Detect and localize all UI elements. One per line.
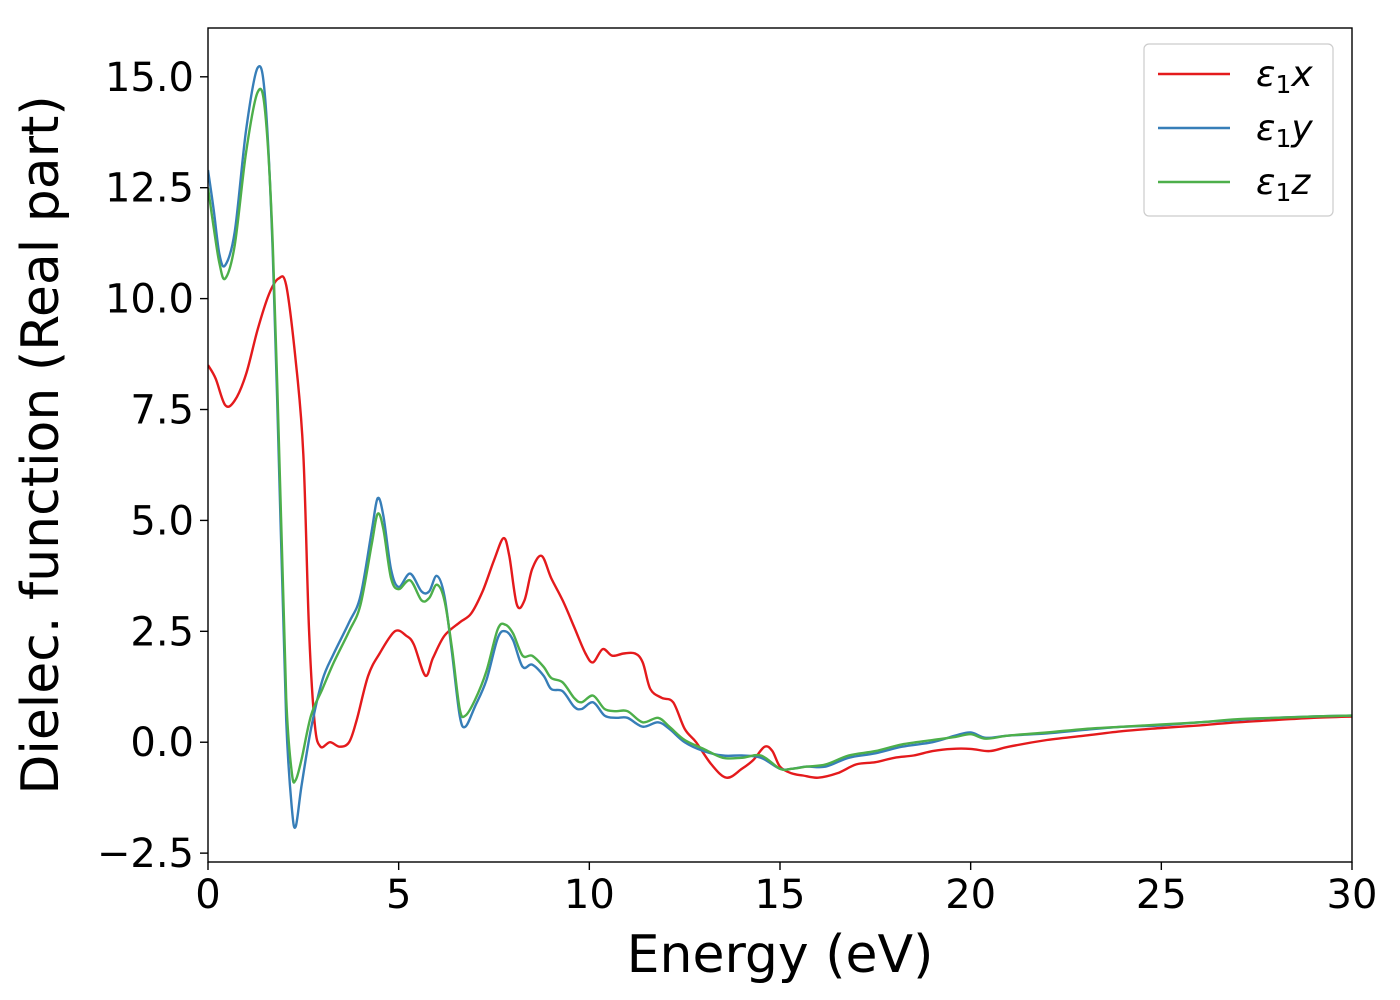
x-tick-label: 15 <box>755 872 806 918</box>
legend-axis: y <box>1290 108 1313 149</box>
series-line-0 <box>208 275 1352 779</box>
legend-label: ε1y <box>1256 108 1313 153</box>
legend-subscript: 1 <box>1275 70 1291 99</box>
legend-symbol: ε <box>1256 162 1275 203</box>
x-axis: 0 5 10 15 20 25 30 <box>195 862 1377 918</box>
legend-label: ε1z <box>1256 162 1311 207</box>
y-axis-title: Dielec. function (Real part) <box>11 95 71 794</box>
x-tick-label: 30 <box>1327 872 1378 918</box>
x-axis-title: Energy (eV) <box>627 925 934 985</box>
y-tick-label: 12.5 <box>105 166 194 212</box>
x-tick-label: 10 <box>564 872 615 918</box>
legend-symbol: ε <box>1256 54 1275 95</box>
series-line-1 <box>208 65 1352 829</box>
x-tick-label: 5 <box>386 872 411 918</box>
y-tick-label: 2.5 <box>130 609 194 655</box>
y-tick-label: −2.5 <box>97 831 194 877</box>
legend-subscript: 1 <box>1275 178 1291 207</box>
series-line-2 <box>208 87 1352 784</box>
y-axis: −2.5 0.0 2.5 5.0 7.5 10.0 12.5 15.0 <box>97 55 208 877</box>
x-tick-label: 0 <box>195 872 220 918</box>
y-tick-label: 15.0 <box>105 55 194 101</box>
y-tick-label: 10.0 <box>105 277 194 323</box>
legend-axis: x <box>1290 54 1313 95</box>
legend-subscript: 1 <box>1275 124 1291 153</box>
legend-symbol: ε <box>1256 108 1275 149</box>
legend-box <box>1143 43 1334 217</box>
y-tick-label: 7.5 <box>130 388 194 434</box>
y-tick-label: 0.0 <box>130 720 194 766</box>
x-tick-label: 20 <box>945 872 996 918</box>
legend-axis: z <box>1290 162 1311 203</box>
x-tick-label: 25 <box>1136 872 1187 918</box>
y-tick-label: 5.0 <box>130 498 194 544</box>
legend-label: ε1x <box>1256 54 1313 99</box>
series-lines <box>208 65 1352 829</box>
